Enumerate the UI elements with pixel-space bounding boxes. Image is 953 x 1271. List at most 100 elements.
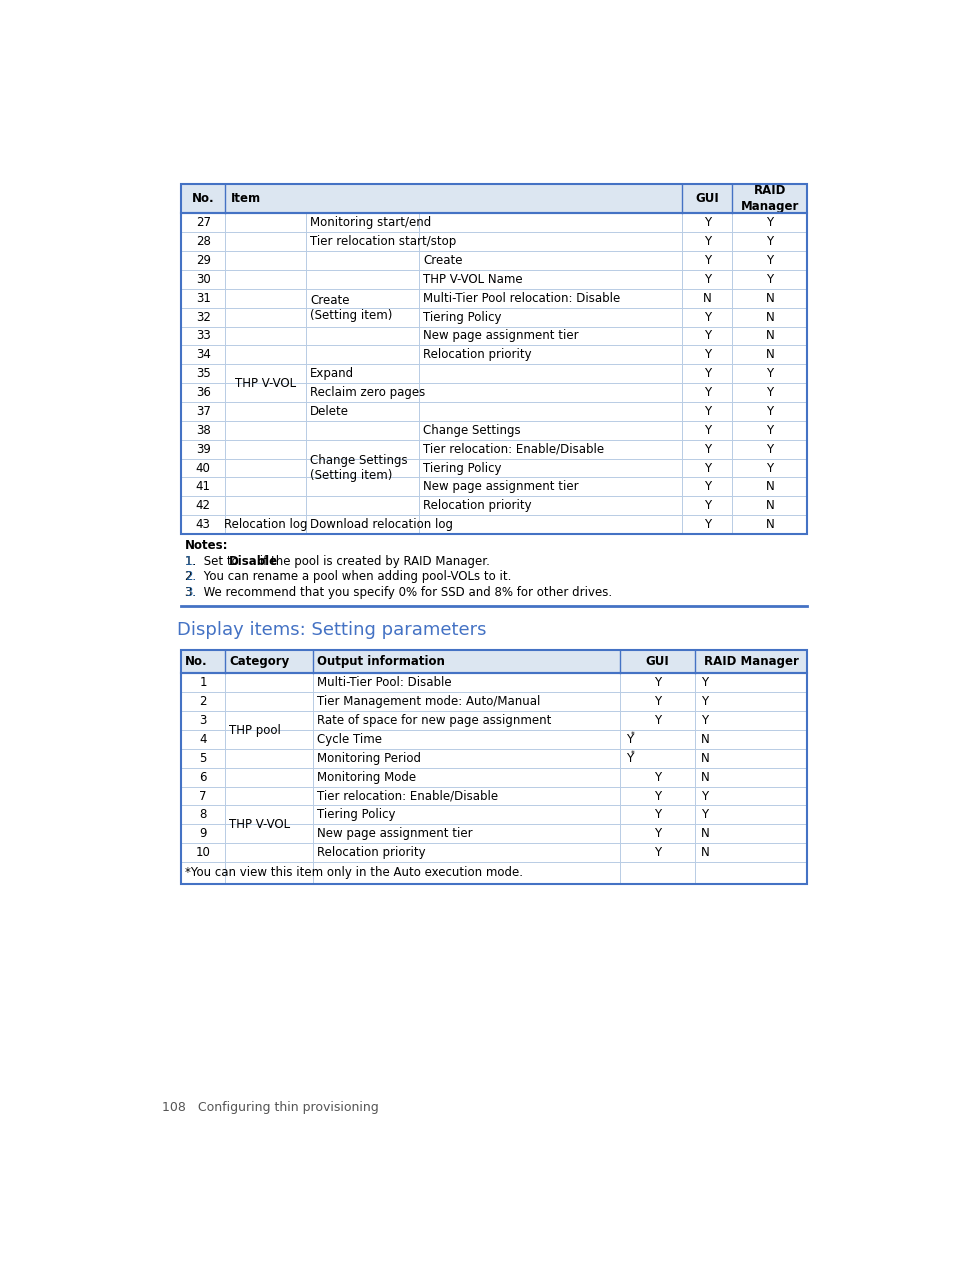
Text: 8: 8 [199,808,207,821]
Text: Y: Y [703,386,710,399]
Text: 1.  Set to: 1. Set to [185,555,242,568]
Bar [181,289,806,308]
Text: No.: No. [185,656,208,669]
Bar [181,862,806,883]
Text: Y: Y [765,216,773,229]
Text: Disable: Disable [229,555,277,568]
Bar [181,214,806,233]
Bar [181,184,806,214]
Bar [181,730,806,749]
Bar [181,674,806,883]
Text: 28: 28 [195,235,211,248]
Text: Change Settings: Change Settings [422,423,520,437]
Text: 39: 39 [195,442,211,456]
Bar [181,269,806,289]
Text: N: N [700,770,709,784]
Text: 6: 6 [199,770,207,784]
Bar [181,749,806,768]
Bar [181,651,806,674]
Text: Tiering Policy: Tiering Policy [422,310,501,324]
Text: No.: No. [192,192,214,205]
Text: 9: 9 [199,827,207,840]
Text: 33: 33 [195,329,211,342]
Text: THP pool: THP pool [229,723,280,736]
Bar [181,712,806,730]
Text: THP V-VOL: THP V-VOL [235,376,296,390]
Text: Y: Y [653,827,660,840]
Text: Y: Y [703,500,710,512]
Text: Tiering Policy: Tiering Policy [422,461,501,474]
Text: Y: Y [700,695,707,708]
Bar [181,515,806,534]
Text: Y: Y [765,386,773,399]
Bar [181,308,806,327]
Text: Y: Y [653,770,660,784]
Text: 32: 32 [195,310,211,324]
Text: 108   Configuring thin provisioning: 108 Configuring thin provisioning [162,1101,378,1115]
Text: 27: 27 [195,216,211,229]
Text: *You can view this item only in the Auto execution mode.: *You can view this item only in the Auto… [185,867,522,880]
Text: Multi-Tier Pool relocation: Disable: Multi-Tier Pool relocation: Disable [422,292,619,305]
Text: Y: Y [765,235,773,248]
Text: Y: Y [703,367,710,380]
Text: Tier relocation: Enable/Disable: Tier relocation: Enable/Disable [422,442,603,456]
Text: 4: 4 [199,733,207,746]
Text: 37: 37 [195,405,211,418]
Bar [181,346,806,365]
Text: Y: Y [625,733,632,746]
Bar [181,252,806,269]
Text: Create
(Setting item): Create (Setting item) [310,294,393,322]
Text: 38: 38 [195,423,211,437]
Text: N: N [764,500,774,512]
Text: THP V-VOL Name: THP V-VOL Name [422,273,522,286]
Text: Y: Y [765,442,773,456]
Text: 2.  You can rename a pool when adding pool-VOLs to it.: 2. You can rename a pool when adding poo… [185,571,511,583]
Text: Y: Y [653,676,660,689]
Text: Rate of space for new page assignment: Rate of space for new page assignment [316,714,551,727]
Text: N: N [700,846,709,859]
Text: 10: 10 [195,846,211,859]
Bar [181,768,806,787]
Text: 30: 30 [195,273,211,286]
Text: Y: Y [700,808,707,821]
Bar [181,651,806,674]
Text: N: N [764,329,774,342]
Text: *: * [630,750,634,759]
Text: Multi-Tier Pool: Disable: Multi-Tier Pool: Disable [316,676,451,689]
Text: Tier relocation start/stop: Tier relocation start/stop [310,235,456,248]
Text: Cycle Time: Cycle Time [316,733,381,746]
Text: 1: 1 [199,676,207,689]
Text: Y: Y [653,695,660,708]
Bar [181,214,806,534]
Bar [181,843,806,862]
Bar [181,478,806,496]
Bar [181,693,806,712]
Text: Y: Y [703,273,710,286]
Text: 7: 7 [199,789,207,802]
Text: Y: Y [625,752,632,765]
Text: Display items: Setting parameters: Display items: Setting parameters [177,622,486,639]
Text: Y: Y [653,808,660,821]
Bar [181,496,806,515]
Text: Tier Management mode: Auto/Manual: Tier Management mode: Auto/Manual [316,695,539,708]
Text: New page assignment tier: New page assignment tier [316,827,472,840]
Text: New page assignment tier: New page assignment tier [422,329,578,342]
Text: 42: 42 [195,500,211,512]
Text: Output information: Output information [316,656,444,669]
Text: Y: Y [703,310,710,324]
Text: New page assignment tier: New page assignment tier [422,480,578,493]
Text: Monitoring start/end: Monitoring start/end [310,216,431,229]
Text: GUI: GUI [695,192,719,205]
Text: Y: Y [700,676,707,689]
Text: Y: Y [765,405,773,418]
Text: Y: Y [703,329,710,342]
Text: Create: Create [422,254,462,267]
Text: Y: Y [703,235,710,248]
Bar [181,806,806,825]
Text: *: * [630,731,634,740]
Text: 34: 34 [195,348,211,361]
Text: Y: Y [700,714,707,727]
Text: Y: Y [765,367,773,380]
Text: Y: Y [703,216,710,229]
Text: Y: Y [703,254,710,267]
